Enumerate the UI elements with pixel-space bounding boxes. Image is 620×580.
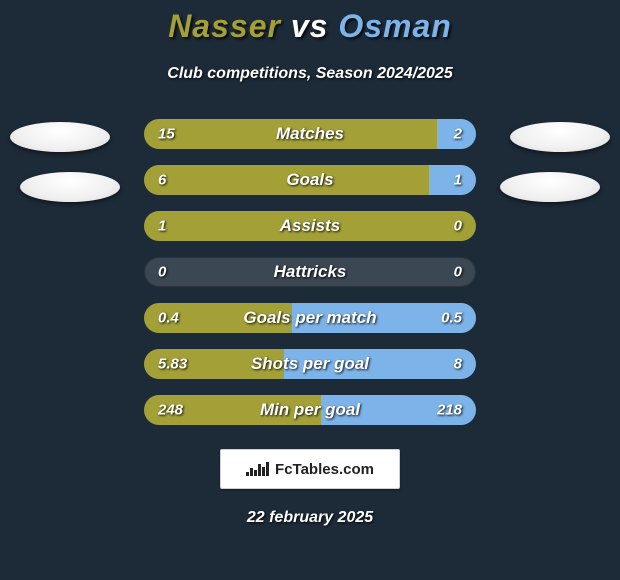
stat-rows-container: Matches152 Goals61 Assists10 Hattricks0 0 Goa…	[0, 119, 620, 425]
stat-value-left: 0	[158, 264, 166, 281]
stat-bar-left	[144, 165, 429, 195]
stat-bar-right	[284, 349, 476, 379]
subtitle: Club competitions, Season 2024/2025	[0, 65, 620, 83]
stat-row: Goals per match0.40.5	[144, 303, 476, 333]
player-left-name: Nasser	[168, 8, 281, 44]
date-label: 22 february 2025	[0, 509, 620, 527]
stat-bar-left	[144, 119, 437, 149]
stat-bar-left	[144, 349, 284, 379]
stat-bar-left	[144, 211, 476, 241]
stat-row: Matches152	[144, 119, 476, 149]
vs-word: vs	[291, 8, 329, 44]
stat-row: Goals61	[144, 165, 476, 195]
stat-row: Hattricks0 0	[144, 257, 476, 287]
right-badge-top-icon	[510, 122, 610, 152]
stat-row: Assists10	[144, 211, 476, 241]
stat-bar-left	[144, 395, 321, 425]
right-badge-bottom-icon	[500, 172, 600, 202]
stat-bar-right	[321, 395, 476, 425]
stat-bar-right	[437, 119, 476, 149]
page-title: Nasser vs Osman	[0, 0, 620, 45]
stat-bar-right	[429, 165, 476, 195]
stat-value-right: 0	[454, 264, 462, 281]
fctables-logo[interactable]: FcTables.com	[220, 449, 400, 489]
stat-label: Hattricks	[144, 262, 476, 282]
player-right-name: Osman	[338, 8, 451, 44]
stat-bar-right	[292, 303, 476, 333]
logo-text: FcTables.com	[275, 461, 374, 478]
left-badge-top-icon	[10, 122, 110, 152]
comparison-card: Nasser vs Osman Club competitions, Seaso…	[0, 0, 620, 580]
stat-row: Shots per goal5.838	[144, 349, 476, 379]
logo-bars-icon	[246, 462, 269, 476]
stat-bar-left	[144, 303, 292, 333]
left-badge-bottom-icon	[20, 172, 120, 202]
stat-row: Min per goal248218	[144, 395, 476, 425]
